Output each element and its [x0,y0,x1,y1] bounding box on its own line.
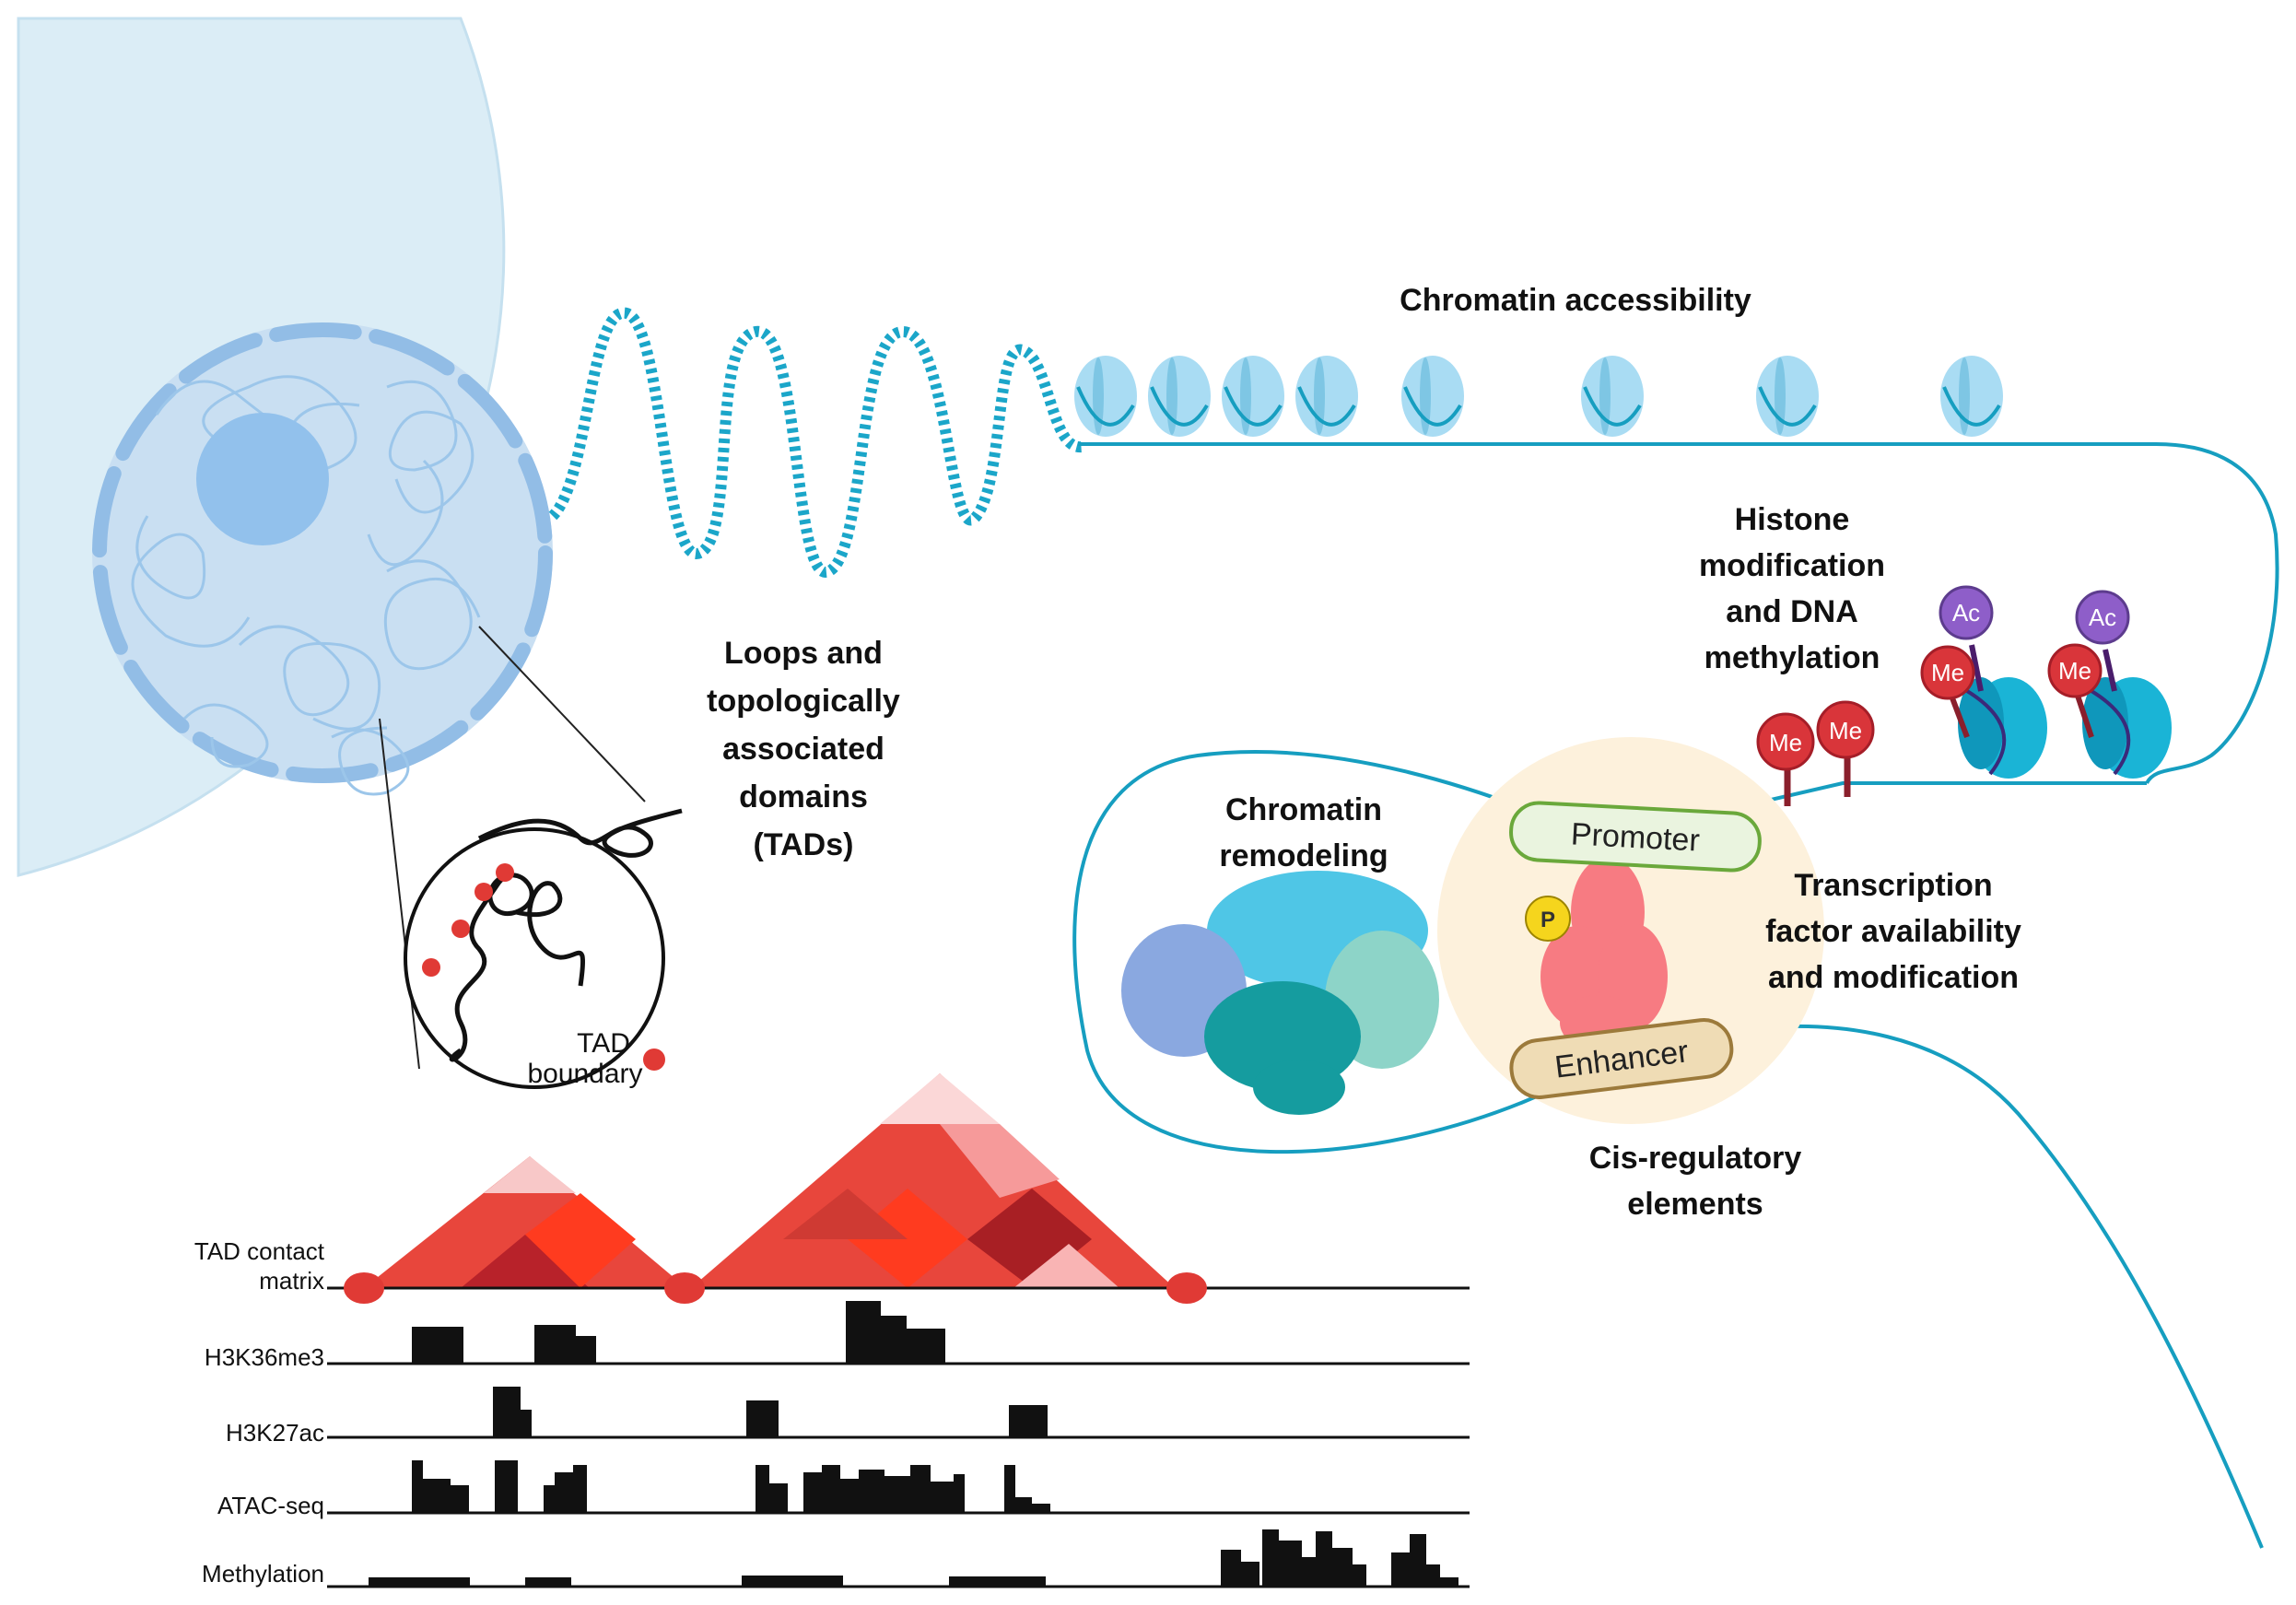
h3k36me3-peaks [412,1301,945,1364]
nucleosome-icon [2082,677,2172,779]
nucleosome-icon [1074,356,1137,437]
histone-mark-icon: Me [1816,700,1875,797]
phosphate-icon: P [1525,896,1571,942]
label-tf-line2: factor availability [1765,914,2021,949]
label-histone-line1: Histone [1735,502,1850,537]
track-label-h3k27ac: H3K27ac [226,1419,324,1447]
label-loops-line3: associated [722,732,884,767]
methylation-peaks [369,1529,1458,1587]
nucleosome-icon [1940,356,2003,437]
nucleosome-row [1074,356,2003,437]
label-histone-line2: modification [1699,548,1885,583]
promoter-element: Promoter [1509,801,1762,873]
histone-mark-icon: Me [1920,645,1975,739]
histone-mark-icon: Me [1756,712,1815,806]
label-remodeling-line1: Chromatin [1225,792,1382,827]
label-loops-line5: (TADs) [754,827,854,862]
phosphate-label: P [1540,908,1555,932]
nucleolus [196,413,329,545]
nucleosome-icon [1581,356,1644,437]
ac-mark-label: Ac [2089,603,2116,631]
histone-mark-icon: Ac [1939,585,1994,692]
cell-nucleus-icon [17,17,553,877]
chromatin-fiber-coil [548,307,1084,578]
tad-triangle-1-dark [461,1235,590,1288]
promoter-label: Promoter [1570,816,1701,858]
tad-triangle-1-tip [484,1156,576,1193]
nuclear-interior [92,322,553,783]
me-mark-label: Me [1829,717,1862,744]
tad-triangle-2-bright [848,1189,967,1288]
label-loops-line1: Loops and [724,636,883,671]
track-label-atac-seq: ATAC-seq [217,1492,324,1519]
nucleosome-icon [1148,356,1211,437]
tad-boundary-marker [1166,1272,1207,1304]
label-histone-line4: methylation [1704,640,1880,675]
label-remodeling-line2: remodeling [1219,838,1388,873]
track-label-tad-line1: TAD contact [194,1237,325,1265]
tad-triangle-2-pale [940,1124,1060,1198]
nuclear-envelope [92,322,553,783]
atac-peaks [412,1460,1050,1513]
genome-tracks: TAD contact matrix H3K36me3 H3K27ac ATAC… [194,1073,1470,1588]
tad-triangle-2-tip [880,1073,1000,1124]
nucleosome-icon [1756,356,1819,437]
tad-boundary-line2: boundary [527,1059,642,1089]
track-label-h3k36me3: H3K36me3 [205,1343,324,1371]
histone-mark-icon: Ac [2075,590,2130,692]
remodeling-complex-icon [1121,871,1439,1115]
histone-mark-icon: Me [2047,643,2103,738]
me-mark-label: Me [1931,659,1964,686]
track-label-tad-line2: matrix [259,1267,324,1295]
label-histone-line3: and DNA [1726,594,1858,629]
linker-dna [1078,442,2279,785]
tad-boundary-line1: TAD [577,1028,630,1059]
enhancer-element: Enhancer [1509,1018,1734,1099]
track-label-methylation: Methylation [202,1560,324,1587]
nucleosome-icon [1295,356,1358,437]
zoom-line-left [379,718,420,1070]
label-loops-line2: topologically [707,684,900,719]
tad-boundary-marker [664,1272,705,1304]
nucleosome-icon [1401,356,1464,437]
tad-triangle-2-pink [1013,1244,1119,1288]
label-cis-line2: elements [1627,1187,1763,1222]
tad-boundary-marker [344,1272,384,1304]
ac-mark-label: Ac [1952,599,1980,627]
me-mark-label: Me [2058,657,2091,685]
nucleosome-icon [1958,677,2047,779]
tad-triangle-1-bright [525,1193,636,1288]
zoom-line-right [478,626,646,802]
me-mark-label: Me [1769,729,1802,756]
nucleosome-icon [1222,356,1284,437]
label-chromatin-accessibility: Chromatin accessibility [1400,283,1751,318]
dna-tail [1713,1024,2264,1549]
tad-zoom-icon: TAD boundary [404,808,683,1089]
label-tf-line3: and modification [1768,960,2019,995]
label-loops-line4: domains [739,779,868,814]
label-cis-line1: Cis-regulatory [1589,1141,1802,1176]
tad-triangle-2-mid [783,1189,908,1239]
label-tf-line1: Transcription [1794,868,1992,903]
h3k27ac-peaks [493,1387,1048,1437]
